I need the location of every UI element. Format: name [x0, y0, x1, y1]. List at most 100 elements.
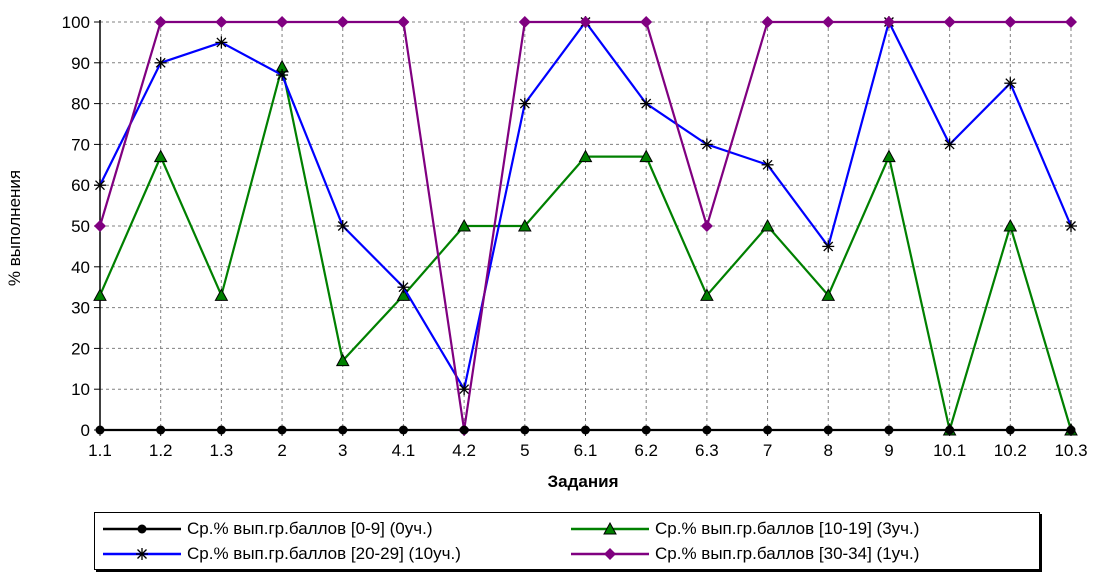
x-tick-label: 7 — [763, 441, 772, 460]
data-point — [763, 425, 773, 435]
data-point — [761, 16, 774, 28]
data-point — [702, 425, 712, 435]
data-point — [1065, 16, 1077, 28]
data-point — [458, 383, 471, 396]
data-point — [94, 220, 106, 232]
data-point — [822, 16, 835, 28]
data-point — [1003, 218, 1018, 232]
data-point — [581, 425, 590, 435]
series-3 — [94, 16, 1077, 436]
data-point — [277, 425, 287, 435]
data-point — [156, 425, 166, 435]
legend-label: Ср.% вып.гр.баллов [0-9] (0уч.) — [187, 519, 433, 538]
y-tick-label: 10 — [71, 380, 90, 399]
data-point — [1066, 425, 1076, 435]
x-tick-label: 6.2 — [634, 441, 658, 460]
y-tick-label: 0 — [81, 421, 90, 440]
x-tick-label: 2 — [277, 441, 286, 460]
data-point — [153, 149, 168, 163]
x-tick-label: 6.3 — [695, 441, 719, 460]
legend-item-0-9: Ср.% вып.гр.баллов [0-9] (0уч.) — [103, 517, 433, 541]
y-tick-label: 90 — [71, 54, 90, 73]
legend-item-10-19: Ср.% вып.гр.баллов [10-19] (3уч.) — [571, 517, 919, 541]
x-tick-label: 1.2 — [149, 441, 173, 460]
data-point — [154, 16, 167, 28]
series-line — [98, 66, 1073, 435]
data-point — [335, 353, 350, 367]
y-tick-label: 100 — [62, 13, 90, 32]
data-point — [884, 425, 894, 435]
data-point — [94, 179, 106, 192]
data-point — [760, 218, 775, 232]
x-tick-label: 1.1 — [88, 441, 112, 460]
x-tick-label: 4.1 — [392, 441, 416, 460]
data-point — [761, 158, 774, 171]
data-point — [459, 425, 469, 435]
data-point — [215, 36, 228, 49]
data-point — [154, 56, 167, 69]
x-tick-label: 10.1 — [933, 441, 966, 460]
data-point — [579, 16, 592, 28]
x-tick-label: 10.3 — [1054, 441, 1087, 460]
data-point — [336, 16, 349, 28]
data-point — [95, 425, 105, 435]
data-point — [640, 16, 653, 28]
data-point — [215, 16, 228, 28]
data-point — [276, 16, 289, 28]
data-point — [517, 218, 532, 232]
x-tick-label: 8 — [824, 441, 833, 460]
y-tick-label: 70 — [71, 135, 90, 154]
legend-swatch-star-icon — [103, 548, 181, 560]
data-point — [518, 16, 531, 28]
data-point — [518, 97, 531, 110]
x-axis-title: Задания — [548, 472, 619, 491]
data-point — [882, 16, 895, 28]
data-point — [821, 288, 836, 301]
data-point — [338, 425, 348, 435]
legend-swatch-triangle-icon — [571, 522, 649, 535]
data-point — [700, 288, 714, 301]
legend-swatch-diamond-icon — [571, 548, 649, 560]
data-point — [943, 16, 956, 28]
y-tick-label: 60 — [71, 176, 90, 195]
data-point — [336, 220, 349, 232]
data-point — [578, 149, 593, 163]
data-point — [700, 138, 713, 151]
x-tick-label: 9 — [884, 441, 893, 460]
data-point — [882, 149, 896, 163]
data-point — [397, 16, 410, 28]
data-point — [700, 220, 713, 232]
data-point — [457, 218, 471, 232]
data-point — [1004, 16, 1017, 28]
y-axis-title: % выполнения — [5, 170, 24, 286]
data-point — [639, 149, 654, 163]
x-tick-label: 10.2 — [994, 441, 1027, 460]
x-tick-label: 6.1 — [574, 441, 598, 460]
data-point — [214, 288, 229, 301]
data-point — [1004, 77, 1017, 90]
y-tick-label: 20 — [71, 339, 90, 358]
y-tick-label: 80 — [71, 95, 90, 114]
legend-label: Ср.% вып.гр.баллов [10-19] (3уч.) — [655, 519, 920, 538]
data-point — [93, 288, 107, 301]
legend-swatch-circle-icon — [103, 524, 181, 534]
legend: Ср.% вып.гр.баллов [0-9] (0уч.) Ср.% вып… — [94, 512, 1040, 570]
x-tick-label: 4.2 — [452, 441, 476, 460]
legend-item-20-29: Ср.% вып.гр.баллов [20-29] (10уч.) — [103, 542, 461, 566]
y-tick-label: 40 — [71, 258, 90, 277]
data-point — [1065, 220, 1077, 232]
data-point — [397, 281, 410, 294]
series-0 — [95, 425, 1076, 435]
data-point — [1005, 425, 1015, 435]
data-point — [641, 425, 651, 435]
x-tick-label: 3 — [338, 441, 347, 460]
series-layer — [93, 16, 1078, 436]
data-point — [276, 69, 289, 82]
x-tick-label: 5 — [520, 441, 529, 460]
y-tick-label: 30 — [71, 299, 90, 318]
data-point — [640, 97, 653, 110]
data-point — [398, 425, 408, 435]
data-point — [396, 288, 411, 301]
data-point — [823, 425, 833, 435]
